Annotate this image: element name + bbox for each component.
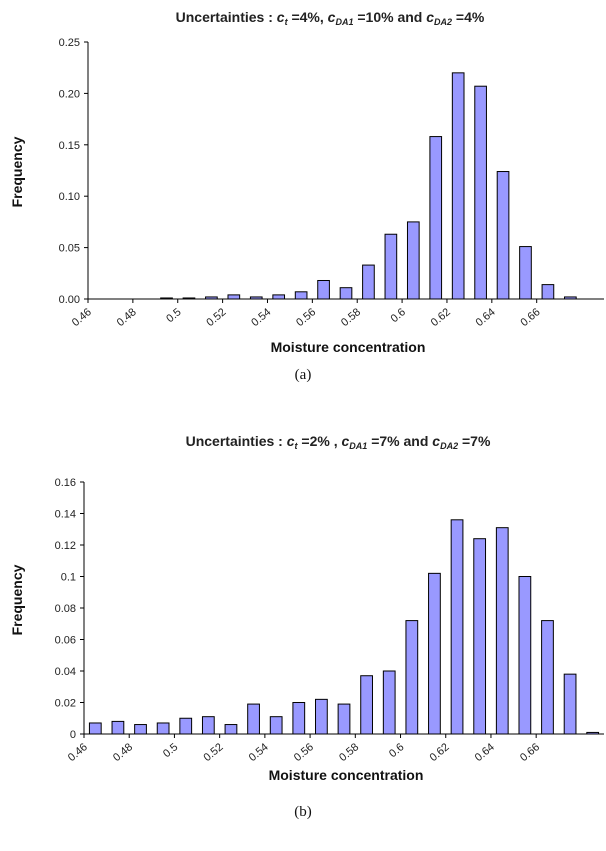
chart-a-bar (496, 171, 510, 300)
chart-b-x-axis-label: Moisture concentration (269, 767, 424, 783)
chart-b-y-tick-label: 0.12 (55, 540, 76, 552)
chart-b-x-tick-label: 0.56 (292, 741, 316, 764)
chart-a-bar (272, 294, 286, 300)
chart-a-y-tick-label: 0.15 (59, 140, 80, 152)
chart-a-bar (474, 85, 487, 300)
chart-b-bar (179, 717, 193, 735)
chart-b-bar (156, 722, 170, 735)
chart-a-bar (362, 264, 375, 300)
chart-b-bar (473, 538, 487, 735)
chart-b-x-tick-label: 0.64 (473, 741, 497, 764)
chart-a: Uncertainties : ct =4%, cDA1 =10% and cD… (0, 0, 606, 360)
chart-b-x-tick-label: 0.62 (428, 741, 452, 764)
figure-caption-b: (b) (294, 804, 312, 820)
chart-a-plot-area: 0.00 0.05 0.10 0.15 0.20 0.25 0.46 0.48 0.5 0.52 0… (59, 37, 604, 329)
chart-b-y-tick-label: 0 (70, 729, 76, 741)
chart-b-x-tick-label: 0.58 (337, 741, 361, 764)
chart-a-bar (519, 246, 532, 300)
chart-b-y-tick-label: 0.02 (55, 698, 76, 710)
chart-a-x-tick-label: 0.6 (389, 306, 408, 325)
chart-b-y-tick-label: 0.06 (55, 635, 76, 647)
chart-a-bar (429, 136, 443, 300)
chart-a-bar (384, 233, 398, 300)
chart-a-svg: Uncertainties : ct =4%, cDA1 =10% and cD… (9, 9, 604, 355)
chart-a-bar (317, 279, 330, 300)
chart-b-x-tick-label: 0.6 (387, 741, 406, 760)
chart-a-x-tick-label: 0.5 (164, 306, 183, 325)
chart-b-title: Uncertainties : ct =2% , cDA1 =7% and cD… (186, 433, 491, 451)
chart-b-x-tick-label: 0.54 (247, 741, 271, 764)
chart-b-plot-area: 0 0.02 0.04 0.06 0.08 0.1 0.12 0.14 0.16 0.46 0.48… (55, 477, 604, 764)
chart-b-bar (337, 703, 351, 735)
chart-b-bar (111, 720, 125, 735)
chart-b: Uncertainties : ct =2% , cDA1 =7% and cD… (0, 428, 606, 788)
chart-a-x-tick-label: 0.52 (204, 306, 228, 329)
chart-b-y-axis-label: Frequency (9, 564, 25, 635)
chart-b-bar (382, 670, 396, 735)
chart-a-bar (406, 221, 420, 300)
chart-a-y-tick-label: 0.20 (59, 88, 80, 100)
chart-b-bar (88, 722, 102, 735)
chart-b-bar (541, 620, 554, 735)
chart-b-x-tick-label: 0.46 (66, 741, 90, 764)
chart-b-x-tick-label: 0.66 (518, 741, 542, 764)
chart-a-title: Uncertainties : ct =4%, cDA1 =10% and cD… (176, 9, 485, 27)
chart-b-bar (134, 724, 147, 735)
chart-b-svg: Uncertainties : ct =2% , cDA1 =7% and cD… (9, 433, 604, 783)
chart-a-bar (227, 294, 241, 300)
chart-a-x-tick-label: 0.66 (519, 306, 543, 329)
chart-b-bar (518, 576, 532, 735)
chart-b-bar (269, 716, 283, 735)
chart-b-y-tick-label: 0.14 (55, 509, 76, 521)
chart-b-y-tick-label: 0.04 (55, 666, 76, 678)
chart-b-bar (315, 698, 328, 735)
chart-a-x-axis-label: Moisture concentration (271, 339, 426, 355)
chart-b-bar (292, 702, 306, 735)
chart-b-x-tick-label: 0.48 (111, 741, 135, 764)
chart-b-bar (563, 673, 577, 735)
chart-a-x-tick-label: 0.56 (294, 306, 318, 329)
chart-b-bar (495, 527, 509, 735)
chart-b-bar (224, 724, 238, 735)
chart-a-x-tick-label: 0.48 (115, 306, 139, 329)
chart-a-y-tick-label: 0.10 (59, 191, 80, 203)
chart-b-bar (360, 675, 373, 735)
chart-b-bar (450, 519, 464, 735)
chart-b-bar (247, 703, 260, 735)
chart-b-x-tick-label: 0.5 (161, 741, 180, 760)
chart-b-y-tick-label: 0.08 (55, 603, 76, 615)
chart-a-x-tick-label: 0.58 (339, 306, 363, 329)
chart-b-x-tick-label: 0.52 (201, 741, 225, 764)
chart-a-bar (339, 287, 353, 300)
chart-b-bar (201, 716, 215, 735)
figure-caption-a: (a) (294, 367, 312, 383)
chart-a-y-axis-label: Frequency (9, 136, 25, 207)
chart-a-y-tick-label: 0.05 (59, 243, 80, 255)
chart-a-x-tick-label: 0.46 (70, 306, 94, 329)
chart-b-bar (428, 572, 441, 735)
chart-b-bar (405, 620, 419, 735)
chart-a-x-tick-label: 0.64 (474, 306, 498, 329)
chart-a-y-tick-label: 0.00 (59, 294, 80, 306)
chart-a-bar (541, 284, 555, 300)
chart-a-bar (294, 291, 308, 300)
chart-a-x-tick-label: 0.62 (429, 306, 453, 329)
chart-b-y-tick-label: 0.1 (61, 572, 76, 584)
chart-a-x-tick-label: 0.54 (249, 306, 273, 329)
chart-a-y-tick-label: 0.25 (59, 37, 80, 49)
chart-b-y-tick-label: 0.16 (55, 477, 76, 489)
chart-a-bar (451, 72, 465, 300)
